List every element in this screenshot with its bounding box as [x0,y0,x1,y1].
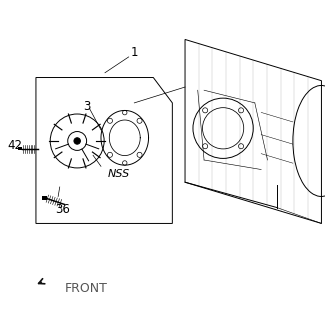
Text: NSS: NSS [107,169,129,179]
Text: 42: 42 [8,139,23,152]
Text: 36: 36 [55,203,70,216]
Text: 1: 1 [130,46,138,59]
Text: 3: 3 [83,100,90,113]
Text: FRONT: FRONT [64,282,107,295]
Circle shape [74,138,80,144]
FancyBboxPatch shape [42,196,47,200]
FancyBboxPatch shape [18,147,22,150]
